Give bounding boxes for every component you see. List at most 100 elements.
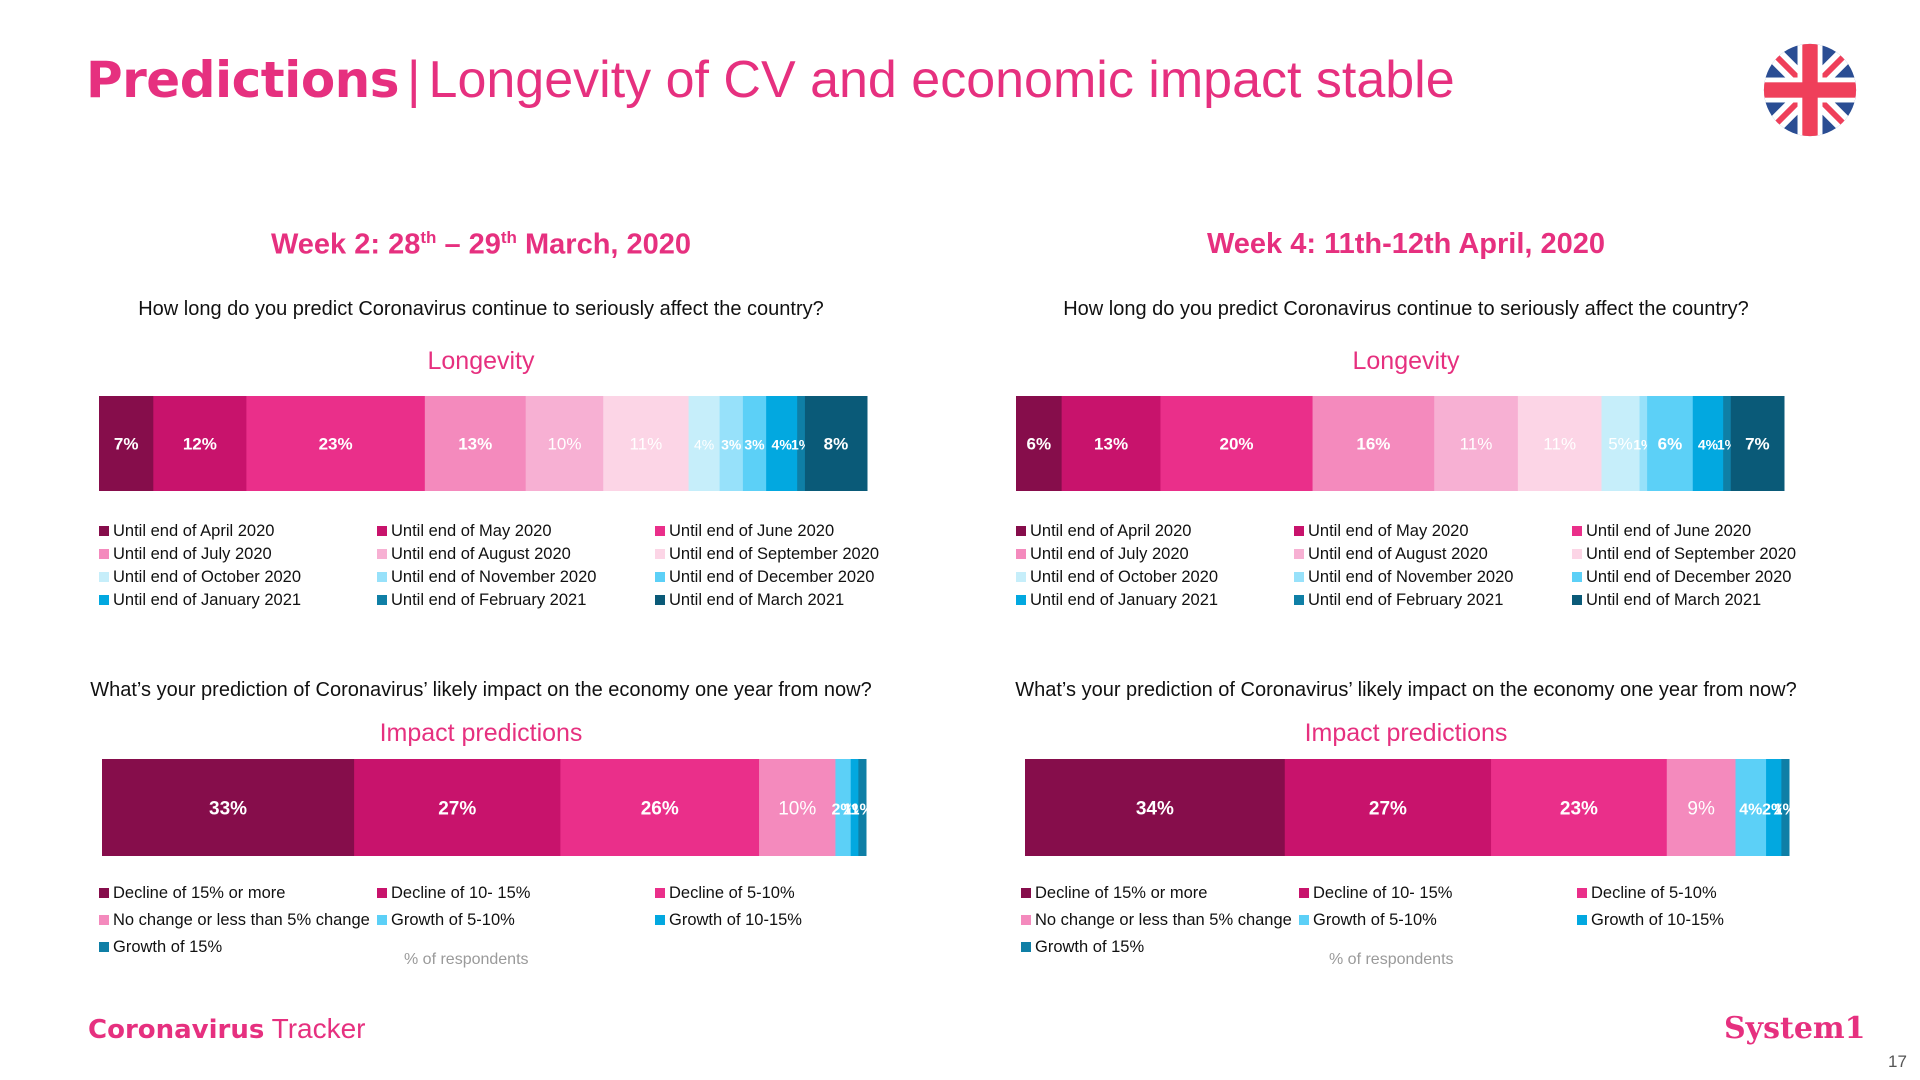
bar-label-4: 10% <box>778 798 816 819</box>
legend-item: No change or less than 5% change <box>1021 910 1292 930</box>
legend-label: Decline of 15% or more <box>113 884 286 902</box>
legend-swatch <box>377 549 387 559</box>
legend-item: Until end of December 2020 <box>1572 567 1791 587</box>
legend-item: Until end of April 2020 <box>1016 521 1191 541</box>
bar-label-7: 1% <box>851 801 874 818</box>
legend-item: Decline of 5-10% <box>1577 883 1717 903</box>
bar-label-10: 4% <box>1698 437 1719 453</box>
footer-tracker-logo: Coronavirus Tracker <box>88 1013 366 1045</box>
impact-chart-title: Impact predictions <box>379 719 583 747</box>
legend-item: Until end of July 2020 <box>99 544 272 564</box>
legend-label: Until end of April 2020 <box>1030 522 1192 540</box>
bar-label-2: 13% <box>1094 435 1128 454</box>
legend-label: No change or less than 5% change <box>113 911 370 929</box>
bar-segment-3 <box>1491 759 1668 856</box>
bar-label-5: 4% <box>1739 801 1762 818</box>
legend-swatch <box>99 595 109 605</box>
legend-label: Until end of June 2020 <box>1586 522 1752 540</box>
legend-label: Until end of January 2021 <box>113 591 302 609</box>
legend-swatch <box>1294 572 1304 582</box>
legend-label: Until end of October 2020 <box>1030 568 1219 586</box>
panel-week-4: Week 4: 11th-12th April, 2020 How long d… <box>1006 0 1806 1000</box>
legend-swatch <box>1577 915 1587 925</box>
impact-question: What’s your prediction of Coronavirus’ l… <box>1015 679 1797 701</box>
bar-label-5: 10% <box>547 435 581 454</box>
legend-label: Until end of December 2020 <box>1586 568 1792 586</box>
legend-label: Until end of August 2020 <box>391 545 571 563</box>
bar-segment-9 <box>1647 396 1694 491</box>
title-bold: Predictions <box>86 51 400 109</box>
bar-label-10: 4% <box>772 437 793 453</box>
legend-label: No change or less than 5% change <box>1035 911 1292 929</box>
legend-label: Until end of May 2020 <box>391 522 552 540</box>
page-title: Predictions | Longevity of CV and economic… <box>86 48 1455 112</box>
legend-swatch <box>1021 942 1031 952</box>
legend-label: Growth of 5-10% <box>391 911 515 929</box>
bar-label-2: 27% <box>1369 798 1407 819</box>
bar-segment-6 <box>1766 759 1782 856</box>
title-separator: | <box>407 51 421 109</box>
legend-swatch <box>655 888 665 898</box>
bar-label-1: 6% <box>1027 435 1052 454</box>
bar-segment-10 <box>766 396 798 491</box>
legend-swatch <box>655 572 665 582</box>
legend-swatch <box>1299 888 1309 898</box>
legend-item: Until end of February 2021 <box>1294 590 1503 610</box>
legend-item: Until end of December 2020 <box>655 567 874 587</box>
legend-swatch <box>377 595 387 605</box>
impact-bar-week-2: 33% 27% 26% 10% 2%1%1% <box>102 759 874 856</box>
bar-segment-5 <box>525 396 604 491</box>
bar-segment-4 <box>1666 759 1737 856</box>
legend-label: Decline of 15% or more <box>1035 884 1208 902</box>
legend-item: Growth of 10-15% <box>1577 910 1724 930</box>
bar-label-3: 20% <box>1219 435 1253 454</box>
legend-item: Until end of July 2020 <box>1016 544 1189 564</box>
bar-label-6: 2% <box>1762 801 1785 818</box>
legend-swatch <box>655 595 665 605</box>
legend-item: Until end of August 2020 <box>1294 544 1488 564</box>
bar-label-12: 7% <box>1745 435 1770 454</box>
legend-item: Until end of September 2020 <box>1572 544 1796 564</box>
legend-item: Until end of January 2021 <box>99 590 301 610</box>
week-4-heading: Week 4: 11th-12th April, 2020 <box>1206 228 1606 260</box>
panel-week-2: Week 2: 28th – 29th March, 2020 How long… <box>81 0 881 1000</box>
legend-item: Decline of 15% or more <box>1021 883 1207 903</box>
legend-swatch <box>1294 595 1304 605</box>
legend-label: Until end of September 2020 <box>1586 545 1797 563</box>
legend-swatch <box>1294 549 1304 559</box>
legend-label: Until end of February 2021 <box>391 591 587 609</box>
longevity-bar-week-2: 7% 12% 23% 13% 10% 11% 4% 3% 3% 4% 1% 8% <box>99 396 868 491</box>
legend-swatch <box>1577 888 1587 898</box>
impact-question: What’s your prediction of Coronavirus’ l… <box>90 679 872 701</box>
bar-segment-6 <box>1517 396 1603 491</box>
legend-item: Growth of 15% <box>99 937 222 957</box>
bar-segment-1 <box>1016 396 1063 491</box>
bar-label-5: 11% <box>1460 435 1493 454</box>
legend-swatch <box>1572 526 1582 536</box>
legend-label: Until end of November 2020 <box>391 568 597 586</box>
bar-segment-8 <box>719 396 744 491</box>
bar-segment-5 <box>835 759 852 856</box>
bar-label-9: 3% <box>744 437 765 453</box>
longevity-question: How long do you predict Coronavirus cont… <box>1063 298 1749 320</box>
bar-segment-1 <box>102 759 355 856</box>
legend-label: Until end of August 2020 <box>1308 545 1488 563</box>
legend-label: Until end of September 2020 <box>669 545 880 563</box>
bar-label-3: 26% <box>641 798 679 819</box>
bar-label-7: 1% <box>1774 801 1797 818</box>
week-2-heading: Week 2: 28th – 29th March, 2020 <box>270 228 692 261</box>
legend-swatch <box>99 915 109 925</box>
legend-item: Decline of 10- 15% <box>377 883 530 903</box>
uk-flag-icon <box>1763 43 1857 137</box>
bar-label-5: 2% <box>832 801 855 818</box>
legend-item: Until end of March 2021 <box>1572 590 1761 610</box>
legend-item: Until end of May 2020 <box>1294 521 1469 541</box>
legend-item: Growth of 5-10% <box>377 910 515 930</box>
bar-segment-5 <box>1434 396 1519 491</box>
legend-label: Decline of 5-10% <box>669 884 795 902</box>
legend-item: Until end of October 2020 <box>1016 567 1218 587</box>
legend-swatch <box>1016 595 1026 605</box>
bar-label-12: 8% <box>824 435 849 454</box>
bar-segment-6 <box>850 759 859 856</box>
legend-swatch <box>1021 888 1031 898</box>
